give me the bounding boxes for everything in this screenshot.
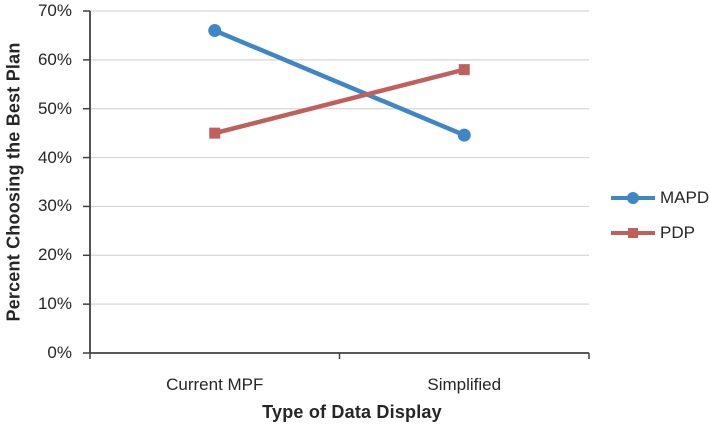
data-point-pdp [458, 64, 470, 76]
legend-item-pdp: PDP [611, 223, 709, 243]
legend: MAPD PDP [611, 188, 709, 243]
y-axis-title: Percent Choosing the Best Plan [3, 42, 24, 322]
data-point-mapd [208, 24, 222, 38]
y-tick-label: 10% [37, 294, 72, 314]
y-tick-label: 70% [37, 1, 72, 20]
y-tick-label: 40% [37, 147, 72, 167]
legend-label: PDP [660, 223, 695, 242]
legend-line-circle-icon [611, 192, 655, 204]
series-line-pdp [212, 67, 467, 136]
y-tick-label: 20% [37, 245, 72, 265]
y-tick-label: 30% [37, 196, 72, 216]
y-tick-label: 0% [47, 343, 72, 362]
series-line-mapd [212, 28, 467, 138]
y-tick-label: 50% [37, 98, 72, 118]
legend-label: MAPD [660, 188, 709, 207]
x-axis-title: Type of Data Display [262, 402, 442, 422]
y-tick-label: 60% [37, 49, 72, 69]
data-point-pdp [209, 127, 221, 139]
legend-line-square-icon [611, 228, 655, 238]
data-point-mapd [457, 128, 471, 142]
x-category-label: Current MPF [166, 375, 264, 394]
x-category-label: Simplified [427, 375, 502, 394]
legend-item-mapd: MAPD [611, 188, 709, 208]
